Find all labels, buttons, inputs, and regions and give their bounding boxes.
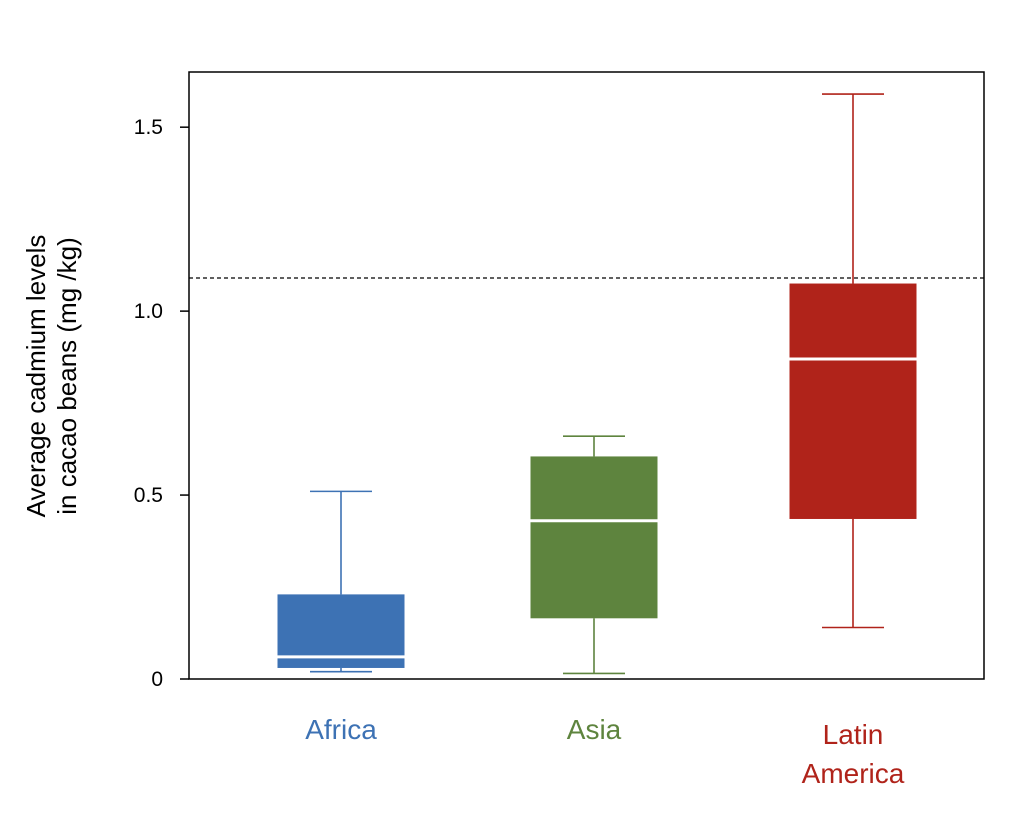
axes: 0 0.5 1.0 1.5 Average cadmium levels in cacao… xyxy=(21,71,985,691)
category-label: Latin xyxy=(823,719,884,750)
interquartile-box xyxy=(530,456,658,619)
boxes xyxy=(277,93,917,675)
y-tick-label: 1.5 xyxy=(134,116,163,139)
plot-frame xyxy=(188,71,985,680)
interquartile-box xyxy=(789,283,917,519)
y-tick-label: 1.0 xyxy=(134,300,163,323)
category-label: Asia xyxy=(567,714,622,745)
category-label: America xyxy=(802,758,905,789)
y-tick-label: 0.5 xyxy=(134,484,163,507)
labels: Africa Asia Latin America xyxy=(305,714,905,789)
y-axis-title-line: in cacao beans (mg /kg) xyxy=(52,237,82,514)
category-label: Africa xyxy=(305,714,377,745)
y-axis-title-line: Average cadmium levels xyxy=(21,235,51,518)
y-tick-label: 0 xyxy=(151,668,163,691)
